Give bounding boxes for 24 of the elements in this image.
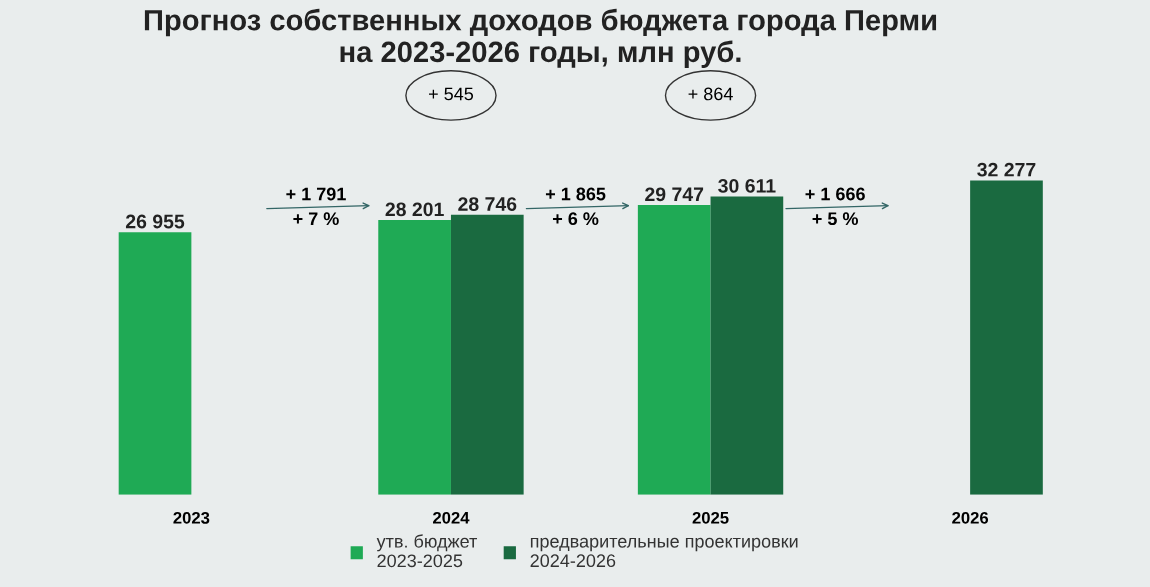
- bar: [450, 214, 524, 495]
- x-tick-label: 2026: [952, 511, 989, 524]
- chart-title: Прогноз собственных доходов бюджета города Перми на 2023-2026 годы, млн руб.: [144, 8, 937, 68]
- annotation: + 1 666 + 5 %: [805, 187, 865, 226]
- x-tick-label: 2024: [433, 511, 470, 524]
- data-label: 28 746: [458, 197, 517, 211]
- x-tick-label: 2023: [173, 511, 210, 524]
- x-tick-label: 2025: [692, 511, 729, 524]
- bar: [710, 196, 784, 495]
- bar: [378, 220, 451, 495]
- bar: [637, 205, 711, 495]
- data-label: 28 201: [385, 202, 444, 217]
- annotation: + 1 791 + 7 %: [286, 187, 346, 226]
- data-label: 32 277: [977, 162, 1036, 177]
- annotation: + 1 865 + 6 %: [545, 187, 606, 226]
- bar: [118, 232, 192, 495]
- legend-label: предварительные проектировки 2024-2026: [530, 537, 798, 568]
- data-label: 29 747: [645, 187, 704, 202]
- data-label: 30 611: [718, 179, 776, 193]
- text: + 864: [688, 87, 733, 101]
- text: + 545: [429, 87, 474, 101]
- bar: [970, 180, 1043, 495]
- data-label: 26 955: [125, 214, 185, 229]
- legend-label: утв. бюджет 2023-2025: [376, 534, 478, 568]
